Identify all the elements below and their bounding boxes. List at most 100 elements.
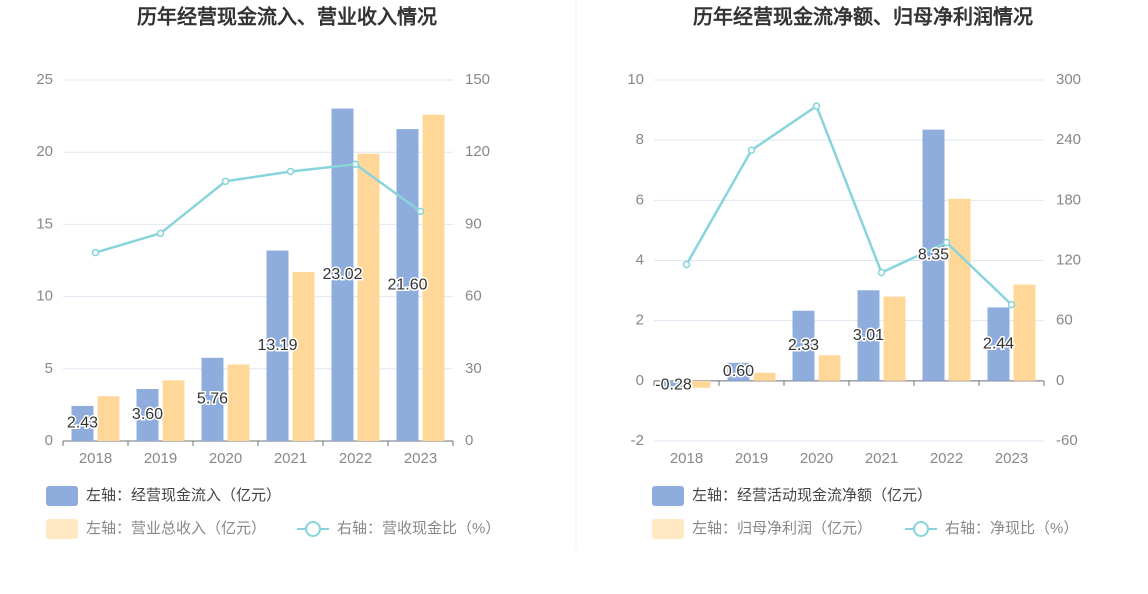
bar <box>227 364 250 441</box>
bar <box>331 108 354 442</box>
y-tick-label: 10 <box>36 288 53 305</box>
line-point <box>91 248 100 257</box>
x-tick-label: 2022 <box>930 450 963 467</box>
bar <box>662 380 685 390</box>
value-label: 2.44 <box>983 335 1014 352</box>
bar <box>922 129 945 381</box>
line-point <box>682 260 691 269</box>
y2-tick-label: 150 <box>465 71 490 88</box>
x-tick-label: 2019 <box>144 450 177 467</box>
y2-tick-label: 30 <box>465 360 482 377</box>
line-point <box>747 146 756 154</box>
bar <box>97 396 120 441</box>
line-point <box>286 167 295 176</box>
legend-label: 左轴：营业总收入（亿元） <box>86 520 266 537</box>
line-point <box>416 207 425 216</box>
y2-tick-label: -60 <box>1056 432 1078 449</box>
y2-tick-label: 60 <box>1056 312 1073 329</box>
x-tick-label: 2023 <box>995 450 1028 467</box>
line-point <box>1007 300 1016 309</box>
value-label: 5.76 <box>197 391 228 408</box>
value-label: 0.60 <box>723 363 754 380</box>
line-point <box>812 102 821 110</box>
line-point <box>942 238 951 247</box>
value-label: 3.01 <box>853 327 884 344</box>
bar <box>292 272 315 441</box>
y-tick-label: -2 <box>631 432 644 449</box>
x-tick-label: 2020 <box>800 450 833 467</box>
x-tick-label: 2022 <box>339 450 372 467</box>
y2-tick-label: 0 <box>465 432 473 449</box>
chart-title: 历年经营现金流入、营业收入情况 <box>137 4 437 28</box>
y-tick-label: 8 <box>636 131 644 148</box>
bar <box>753 372 776 381</box>
x-tick-label: 2021 <box>274 450 307 467</box>
y-tick-label: 20 <box>36 143 53 160</box>
bar <box>688 380 711 388</box>
legend-marker <box>305 521 321 537</box>
y-tick-label: 5 <box>45 360 53 377</box>
y-tick-label: 25 <box>36 71 53 88</box>
value-label: 21.60 <box>387 276 427 293</box>
legend-label: 左轴：经营现金流入（亿元） <box>86 487 281 504</box>
y-tick-label: 6 <box>636 191 644 208</box>
line-point <box>156 229 165 238</box>
legend-marker <box>652 519 684 539</box>
y2-tick-label: 0 <box>1056 372 1064 389</box>
bar <box>818 355 841 381</box>
bar <box>792 310 815 381</box>
y-tick-label: 15 <box>36 215 53 232</box>
bar <box>266 250 289 441</box>
x-tick-label: 2018 <box>670 450 703 467</box>
legend-label: 右轴：净现比（%） <box>945 520 1078 537</box>
bar <box>727 362 750 381</box>
bar <box>136 389 159 441</box>
x-tick-label: 2021 <box>865 450 898 467</box>
bar <box>162 380 185 441</box>
line-series <box>95 162 422 254</box>
x-tick-label: 2023 <box>404 450 437 467</box>
bar <box>857 290 880 381</box>
bar <box>357 153 380 442</box>
line-point <box>221 177 230 186</box>
legend-marker <box>46 519 78 539</box>
y2-tick-label: 240 <box>1056 131 1081 148</box>
x-tick-label: 2020 <box>209 450 242 467</box>
value-label: 23.02 <box>322 266 362 283</box>
value-label: -0.28 <box>655 376 692 393</box>
y-tick-label: 2 <box>636 312 644 329</box>
y-tick-label: 0 <box>45 432 53 449</box>
legend-marker <box>913 521 929 537</box>
y-tick-label: 10 <box>627 71 644 88</box>
legend-label: 左轴：经营活动现金流净额（亿元） <box>692 487 932 504</box>
bar <box>422 114 445 441</box>
y2-tick-label: 180 <box>1056 191 1081 208</box>
legend-label: 右轴：营收现金比（%） <box>337 520 500 537</box>
bar <box>883 296 906 381</box>
x-tick-label: 2018 <box>79 450 112 467</box>
y2-tick-label: 90 <box>465 215 482 232</box>
y2-tick-label: 120 <box>465 143 490 160</box>
bar <box>948 198 971 381</box>
value-label: 3.60 <box>132 406 163 423</box>
bar <box>71 405 94 441</box>
bar <box>1013 284 1036 381</box>
line-point <box>877 268 886 277</box>
y2-tick-label: 120 <box>1056 251 1081 268</box>
line-series <box>685 104 1013 306</box>
y-tick-label: 4 <box>636 251 644 268</box>
value-label: 8.35 <box>918 246 949 263</box>
bar <box>987 307 1010 381</box>
value-label: 13.19 <box>257 337 297 354</box>
bar <box>201 357 224 441</box>
y2-tick-label: 60 <box>465 288 482 305</box>
value-label: 2.43 <box>67 415 98 432</box>
legend-marker <box>46 486 78 506</box>
line-point <box>351 160 360 168</box>
legend-label: 左轴：归母净利润（亿元） <box>692 520 872 537</box>
y2-tick-label: 300 <box>1056 71 1081 88</box>
x-tick-label: 2019 <box>735 450 768 467</box>
chart-title: 历年经营现金流净额、归母净利润情况 <box>693 4 1033 28</box>
y-tick-label: 0 <box>636 372 644 389</box>
